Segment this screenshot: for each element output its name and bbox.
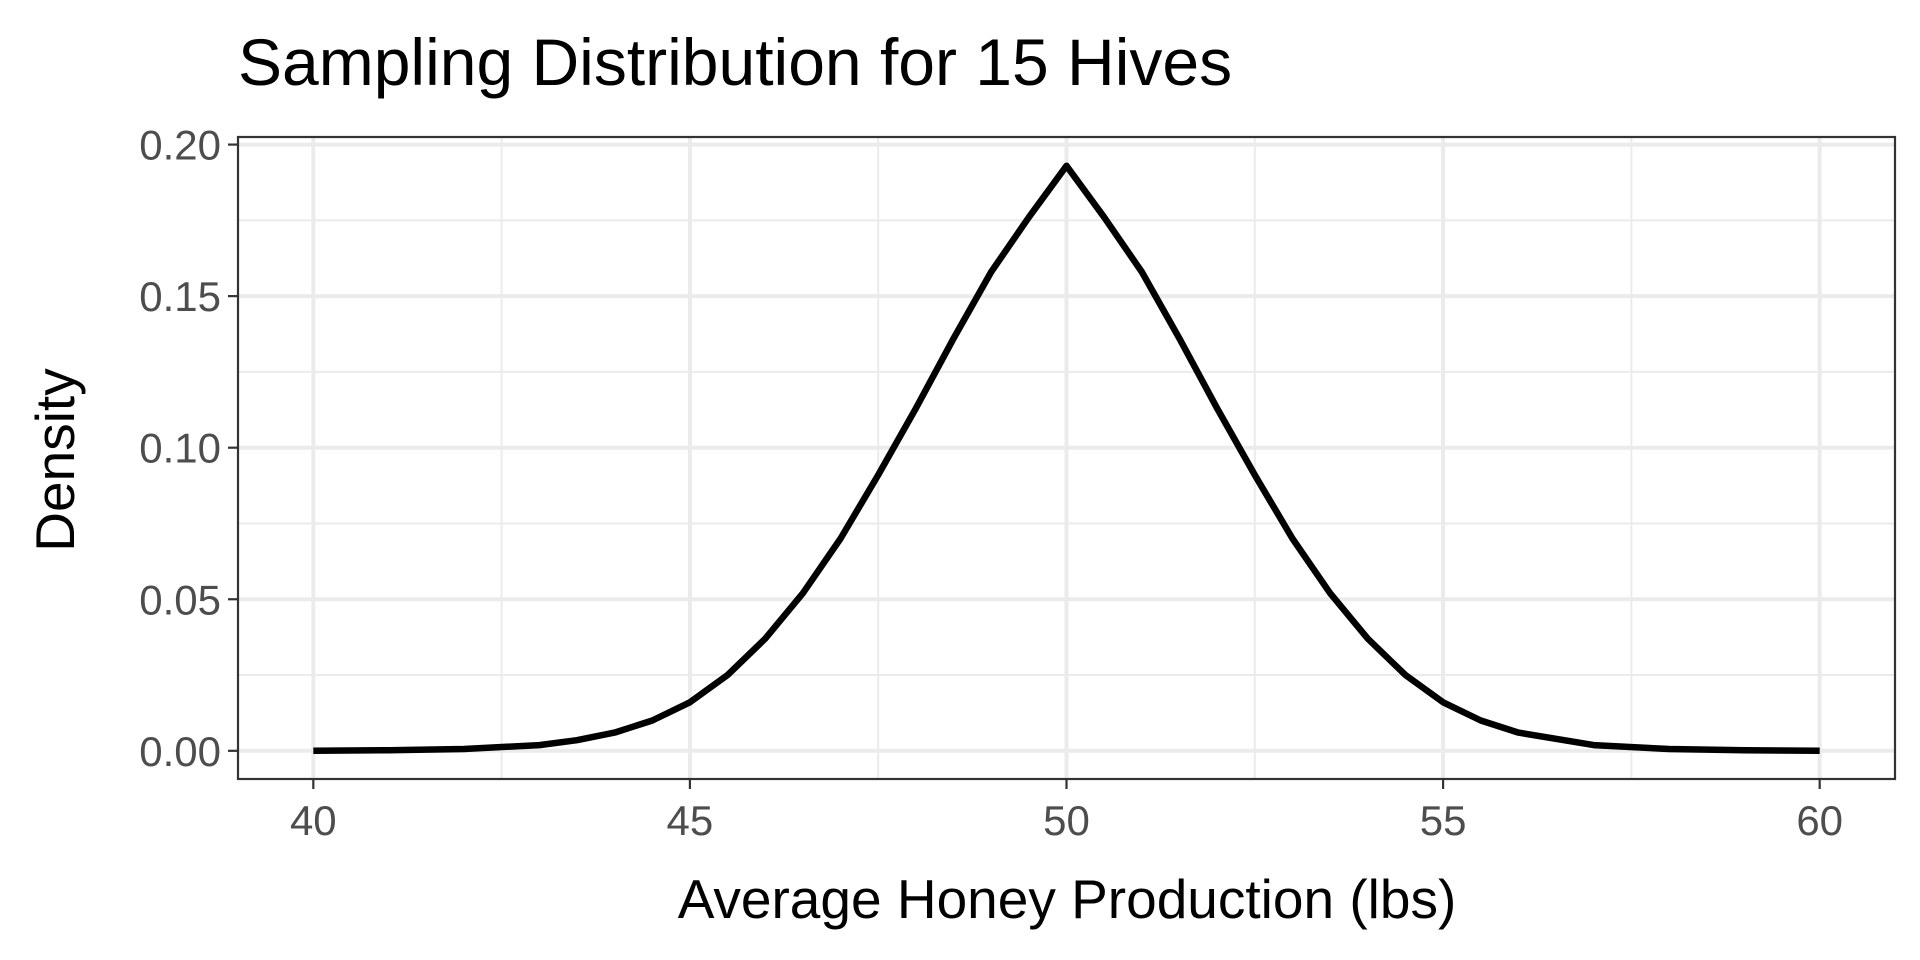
x-tick-label: 55: [1420, 797, 1467, 844]
y-tick-label: 0.00: [139, 728, 221, 775]
y-tick-label: 0.10: [139, 425, 221, 472]
y-tick-label: 0.20: [139, 122, 221, 169]
x-tick-label: 50: [1043, 797, 1090, 844]
x-tick-label: 45: [667, 797, 714, 844]
axis-tick-labels: 40 45 50 55 60 0.00 0.05 0.10 0.15 0.20: [139, 122, 1843, 844]
x-axis-title: Average Honey Production (lbs): [678, 868, 1457, 930]
y-axis-title: Density: [24, 368, 86, 552]
chart-title: Sampling Distribution for 15 Hives: [238, 25, 1232, 99]
x-tick-label: 60: [1796, 797, 1843, 844]
major-grid: [238, 137, 1895, 779]
series-layer: [313, 162, 1820, 755]
x-tick-label: 40: [290, 797, 337, 844]
density-curve: [313, 162, 1820, 755]
axis-ticks: [228, 143, 1821, 789]
y-tick-label: 0.05: [139, 576, 221, 623]
y-tick-label: 0.15: [139, 273, 221, 320]
